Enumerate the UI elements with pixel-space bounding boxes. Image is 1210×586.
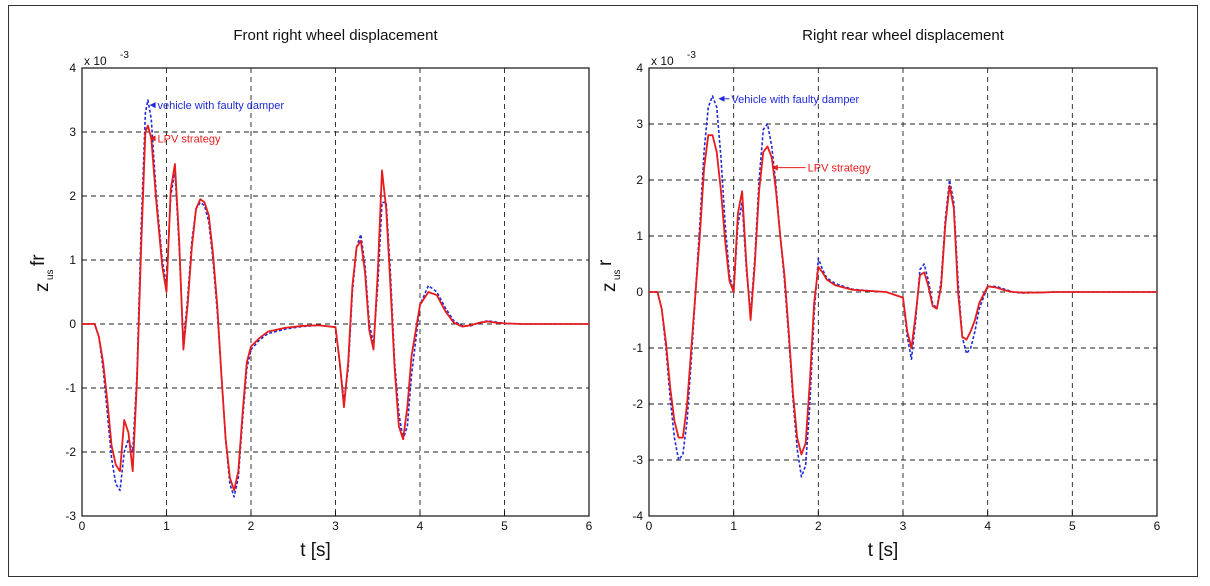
y-tick-label: -1 xyxy=(65,381,76,395)
x-axis-label: t [s] xyxy=(868,540,899,561)
y-axis-label-main: z xyxy=(599,283,620,293)
x-tick-label: 0 xyxy=(646,519,653,533)
y-axis-label: z us r xyxy=(595,259,623,292)
y-exponent-label: -3 xyxy=(687,50,696,61)
chart-1: 0 1 2 3 4 5 6 -3 -2 -1 0 1 2 3 4 x 10 -3 Front right whee… xyxy=(28,27,593,561)
y-tick-label: 1 xyxy=(69,253,76,267)
y-tick-label: 4 xyxy=(636,61,643,75)
y-axis-label-sub: us xyxy=(45,269,56,280)
y-multiplier-label: x 10 xyxy=(651,54,674,68)
x-tick-label: 0 xyxy=(79,519,86,533)
x-tick-label: 3 xyxy=(332,519,339,533)
y-axis-label-sub: us xyxy=(612,269,623,280)
x-tick-label: 2 xyxy=(248,519,255,533)
x-tick-label: 3 xyxy=(900,519,907,533)
annotation-arrow-head xyxy=(771,164,778,171)
x-tick-label: 4 xyxy=(417,519,424,533)
series-line-faulty-damper xyxy=(649,95,1157,478)
annotation-text: vehicle with faulty damper xyxy=(158,100,285,112)
y-multiplier-label: x 10 xyxy=(84,54,107,68)
chart-title: Right rear wheel displacement xyxy=(802,27,1005,44)
chart-title: Front right wheel displacement xyxy=(233,27,438,44)
y-axis-label-sup: r xyxy=(595,259,616,266)
y-tick-label: 2 xyxy=(636,173,643,187)
y-tick-label: 3 xyxy=(636,117,643,131)
y-tick-label: 2 xyxy=(69,189,76,203)
x-tick-label: 1 xyxy=(163,519,170,533)
annotation-text: LPV strategy xyxy=(158,133,221,145)
y-tick-label: -3 xyxy=(632,453,643,467)
x-tick-label: 2 xyxy=(815,519,822,533)
y-tick-label: 0 xyxy=(636,285,643,299)
annotation-1: Vehicle with faulty damper xyxy=(718,94,860,106)
annotation-2: LPV strategy xyxy=(771,163,871,175)
x-tick-label: 6 xyxy=(1154,519,1161,533)
y-tick-label: -3 xyxy=(65,509,76,523)
x-tick-label: 5 xyxy=(501,519,508,533)
y-tick-label: 3 xyxy=(69,125,76,139)
grid xyxy=(82,68,589,516)
x-tick-label: 1 xyxy=(730,519,737,533)
annotation-text: LPV strategy xyxy=(808,163,871,175)
y-tick-label: -2 xyxy=(632,397,643,411)
y-tick-label: -1 xyxy=(632,341,643,355)
y-tick-label: 1 xyxy=(636,229,643,243)
y-tick-label: 4 xyxy=(69,61,76,75)
y-axis-label-sup: fr xyxy=(28,254,49,266)
y-tick-label: -2 xyxy=(65,445,76,459)
y-tick-label: -4 xyxy=(632,509,643,523)
chart-2: 0 1 2 3 4 5 6 -4 -3 -2 -1 0 1 2 3 4 x 10 -3 Right rear whe… xyxy=(595,27,1161,561)
annotation-1: vehicle with faulty damper xyxy=(149,100,285,112)
x-tick-label: 5 xyxy=(1069,519,1076,533)
figure-frame xyxy=(8,5,1198,577)
x-tick-label: 6 xyxy=(586,519,593,533)
annotation-arrow-head xyxy=(149,102,156,109)
y-exponent-label: -3 xyxy=(120,50,129,61)
x-axis-label: t [s] xyxy=(300,540,331,561)
annotation-text: Vehicle with faulty damper xyxy=(731,94,859,106)
y-axis-label-main: z xyxy=(32,283,53,293)
series-line-lpv-strategy xyxy=(82,124,589,492)
annotation-arrow-head xyxy=(149,135,156,142)
annotation-arrow-head xyxy=(718,95,725,102)
y-tick-label: 0 xyxy=(69,317,76,331)
annotation-2: LPV strategy xyxy=(149,133,221,145)
series-line-lpv-strategy xyxy=(649,134,1157,456)
x-tick-label: 4 xyxy=(984,519,991,533)
y-axis-label: z us fr xyxy=(28,254,56,292)
